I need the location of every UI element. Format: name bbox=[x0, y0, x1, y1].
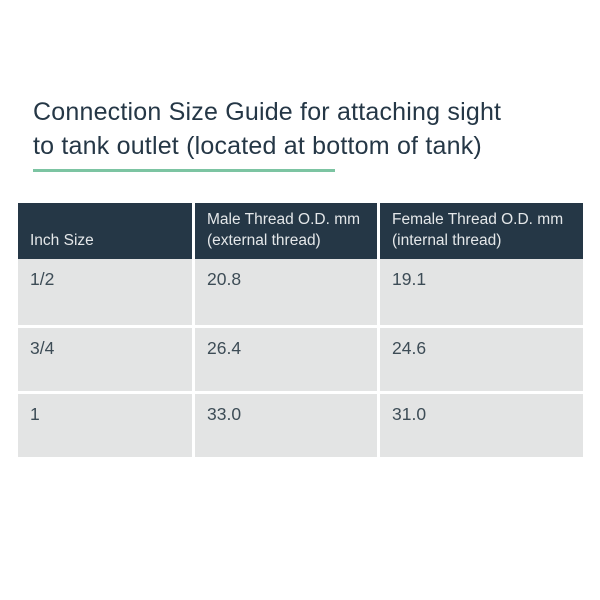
cell-male-thread-od: 26.4 bbox=[195, 325, 380, 391]
cell-male-thread-od: 20.8 bbox=[195, 259, 380, 325]
cell-inch-size: 3/4 bbox=[18, 325, 195, 391]
table-row: 3/4 26.4 24.6 bbox=[18, 325, 583, 391]
cell-inch-size: 1/2 bbox=[18, 259, 195, 325]
table-header-row: Inch Size Male Thread O.D. mm (external … bbox=[18, 203, 583, 259]
cell-female-thread-od: 19.1 bbox=[380, 259, 583, 325]
column-header-female-thread-od: Female Thread O.D. mm (internal thread) bbox=[380, 203, 583, 259]
connection-size-table: Inch Size Male Thread O.D. mm (external … bbox=[18, 203, 583, 457]
column-header-male-thread-od: Male Thread O.D. mm (external thread) bbox=[195, 203, 380, 259]
cell-inch-size: 1 bbox=[18, 391, 195, 457]
page-title-line-2: to tank outlet (located at bottom of tan… bbox=[33, 132, 482, 160]
table-row: 1 33.0 31.0 bbox=[18, 391, 583, 457]
page-title: Connection Size Guide for attaching sigh… bbox=[33, 95, 573, 163]
cell-female-thread-od: 24.6 bbox=[380, 325, 583, 391]
table-row: 1/2 20.8 19.1 bbox=[18, 259, 583, 325]
cell-male-thread-od: 33.0 bbox=[195, 391, 380, 457]
page-title-line-1: Connection Size Guide for attaching sigh… bbox=[33, 98, 502, 126]
cell-female-thread-od: 31.0 bbox=[380, 391, 583, 457]
title-accent-underline bbox=[33, 169, 335, 172]
column-header-inch-size: Inch Size bbox=[18, 203, 195, 259]
